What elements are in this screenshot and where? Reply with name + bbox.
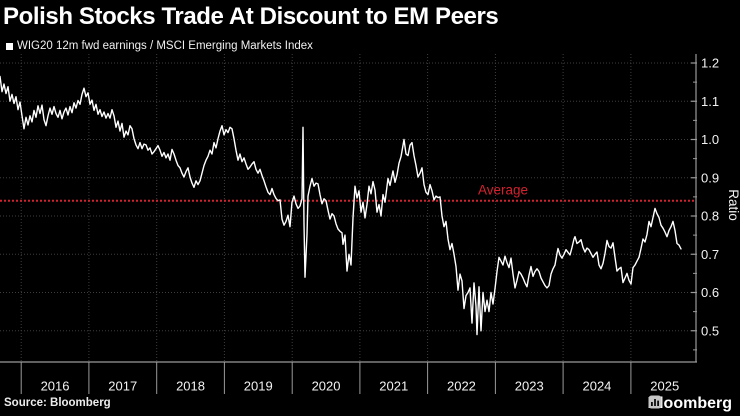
tick-labels: 1.2 1.1 1.0 0.9 0.8 0.7 0.6 0.5 Ratio 2016 2017 201…: [41, 56, 740, 394]
source-note: Source: Bloomberg: [4, 397, 111, 409]
svg-text:1.2: 1.2: [701, 56, 719, 71]
svg-text:0.9: 0.9: [701, 170, 719, 185]
svg-text:1.0: 1.0: [701, 132, 719, 147]
svg-text:2023: 2023: [515, 379, 544, 394]
chart-title: Polish Stocks Trade At Discount to EM Pe…: [3, 3, 499, 30]
svg-text:1.1: 1.1: [701, 94, 719, 109]
svg-text:2021: 2021: [379, 379, 408, 394]
bloomberg-wordmark: Bloomberg: [647, 395, 732, 412]
svg-text:0.7: 0.7: [701, 247, 719, 262]
svg-text:Ratio: Ratio: [726, 189, 740, 221]
svg-text:2019: 2019: [244, 379, 273, 394]
svg-text:2018: 2018: [176, 379, 205, 394]
average-line: Average: [0, 183, 696, 202]
svg-text:0.8: 0.8: [701, 209, 719, 224]
svg-text:2025: 2025: [650, 379, 679, 394]
bar-chart-logo-icon: [648, 395, 662, 409]
series-swatch-icon: [6, 42, 13, 50]
svg-text:2017: 2017: [108, 379, 137, 394]
svg-text:2016: 2016: [41, 379, 70, 394]
svg-text:Average: Average: [478, 183, 528, 198]
svg-text:2024: 2024: [582, 379, 611, 394]
axes: [0, 54, 697, 394]
svg-text:2020: 2020: [312, 379, 341, 394]
svg-text:0.6: 0.6: [701, 285, 719, 300]
gridlines: [0, 54, 696, 362]
svg-text:0.5: 0.5: [701, 323, 719, 338]
svg-text:2022: 2022: [447, 379, 476, 394]
bloomberg-logo: Bloomberg: [648, 395, 732, 413]
price-line: [0, 75, 682, 336]
legend-label: WIG20 12m fwd earnings / MSCI Emerging M…: [17, 40, 313, 52]
legend: WIG20 12m fwd earnings / MSCI Emerging M…: [6, 40, 313, 52]
